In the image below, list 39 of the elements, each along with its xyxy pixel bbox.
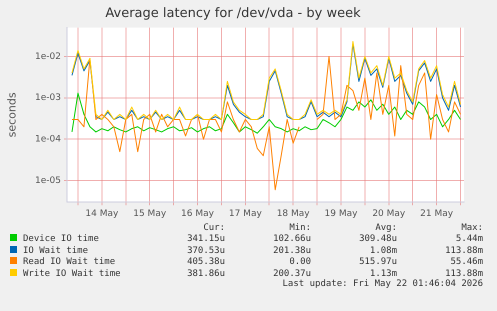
text: 200.37u bbox=[272, 268, 311, 279]
legend-label: IO Wait time bbox=[22, 245, 90, 256]
x-tick-label: 15 May bbox=[133, 208, 167, 219]
text: 309.48u bbox=[358, 234, 397, 245]
text: 113.88m bbox=[444, 245, 483, 256]
y-tick-label: 1e-05 bbox=[35, 176, 61, 186]
text: Avg: bbox=[374, 222, 397, 234]
legend-label: Device IO time bbox=[22, 234, 100, 245]
text: 1.13m bbox=[368, 268, 397, 279]
chart-title: Average latency for /dev/vda - by week bbox=[105, 6, 362, 22]
x-tick-label: 19 May bbox=[324, 208, 358, 219]
text: Max: bbox=[460, 222, 483, 234]
text: 341.15u bbox=[186, 234, 225, 245]
text: Cur: bbox=[202, 222, 225, 234]
text: Last update: Fri May 22 01:46:04 2026 bbox=[282, 279, 483, 289]
legend-label: Read IO Wait time bbox=[22, 256, 116, 268]
x-tick-label: 16 May bbox=[181, 208, 215, 219]
text: 55.46m bbox=[449, 256, 483, 268]
y-axis-title: seconds bbox=[5, 92, 18, 138]
x-tick-label: 18 May bbox=[276, 208, 310, 219]
y-tick-label: 1e-04 bbox=[35, 134, 62, 145]
text: 381.86u bbox=[186, 268, 225, 280]
text: 1.08m bbox=[368, 245, 397, 256]
x-tick-label: 20 May bbox=[372, 208, 406, 219]
y-tick-label: 1e-02 bbox=[35, 52, 61, 62]
text: 515.97u bbox=[358, 256, 397, 268]
legend-label: Write IO Wait time bbox=[22, 268, 122, 280]
text: 113.88m bbox=[444, 268, 483, 279]
text: 201.38u bbox=[272, 245, 311, 256]
x-tick-label: 21 May bbox=[420, 208, 454, 219]
text: 5.44m bbox=[454, 234, 483, 245]
y-tick-label: 1e-03 bbox=[35, 93, 61, 104]
text: 0.00 bbox=[288, 256, 311, 268]
x-tick-label: 14 May bbox=[85, 208, 119, 219]
text: 370.53u bbox=[186, 245, 225, 256]
x-tick-label: 17 May bbox=[228, 208, 262, 219]
text: Min: bbox=[288, 222, 311, 234]
text: 102.66u bbox=[272, 234, 311, 245]
text: 405.38u bbox=[186, 256, 225, 268]
